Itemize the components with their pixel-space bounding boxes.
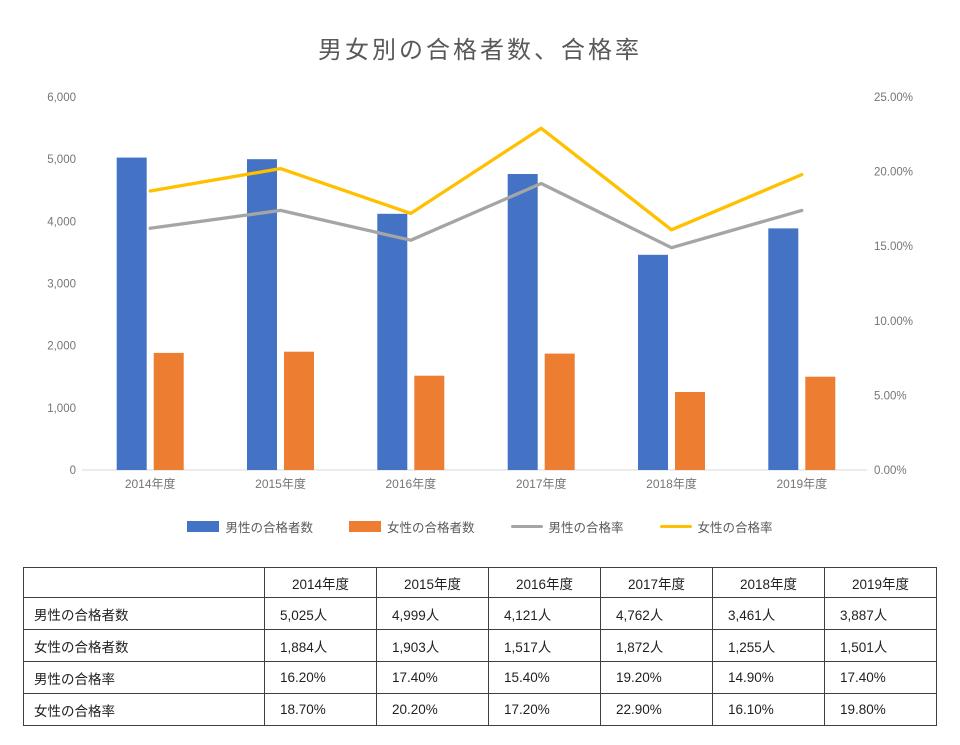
bar-男性の合格者数 [247,159,277,470]
table-cell: 17.40% [824,661,937,694]
table-cell: 1,903人 [376,629,489,662]
chart-legend: 男性の合格者数 女性の合格者数 男性の合格率 女性の合格率 [0,517,960,536]
table-cell: 4,999人 [376,597,489,630]
legend-swatch-line-icon [659,524,692,529]
right-axis-tick-label: 25.00% [874,92,913,104]
table-row-label: 男性の合格者数 [23,597,265,630]
legend-label: 男性の合格率 [548,521,624,535]
left-axis-tick-label: 0 [70,465,76,477]
left-axis-tick-label: 4,000 [47,216,76,228]
table-cell: 1,872人 [600,629,713,662]
legend-swatch-bar-icon [348,521,381,532]
table-row: 男性の合格者数 5,025人 4,999人 4,121人 4,762人 3,461人 3,8… [23,597,937,630]
bar-男性の合格者数 [768,228,799,470]
table-row-label: 女性の合格率 [23,693,265,726]
table-header-cell: 2014年度 [264,567,377,598]
legend-label: 男性の合格者数 [225,521,313,535]
table-body: 男性の合格者数 5,025人 4,999人 4,121人 4,762人 3,461人 3,8… [23,597,937,726]
bar-男性の合格者数 [377,213,408,471]
left-axis-tick-label: 2,000 [47,341,76,353]
right-axis-tick-label: 0.00% [874,465,907,477]
data-table: 2014年度 2015年度 2016年度 2017年度 2018年度 2019年度 男性の… [23,567,937,726]
legend-item-男性の合格者数: 男性の合格者数 [187,517,313,536]
bar-女性の合格者数 [284,351,314,470]
table-header-cell: 2015年度 [376,567,489,598]
table-row-label: 女性の合格者数 [23,629,265,662]
table-header-cell: 2018年度 [712,567,825,598]
table-cell: 3,887人 [824,597,937,630]
legend-item-女性の合格率: 女性の合格率 [659,517,773,536]
bar-女性の合格者数 [675,392,705,470]
left-axis-tick-label: 5,000 [47,154,76,166]
table-cell: 17.20% [488,693,601,726]
legend-label: 女性の合格者数 [386,521,475,535]
bar-女性の合格者数 [544,353,575,470]
right-axis-tick-label: 15.00% [874,241,913,253]
x-axis-category-label: 2019年度 [776,476,827,491]
table-cell: 19.20% [600,661,713,694]
x-axis-category-label: 2018年度 [646,476,697,491]
left-axis-tick-label: 6,000 [47,92,76,104]
table-header-cell: 2017年度 [600,567,713,598]
table-row-label: 男性の合格率 [23,661,265,694]
x-axis-category-label: 2014年度 [125,476,176,491]
legend-item-女性の合格者数: 女性の合格者数 [348,517,475,536]
table-cell: 1,501人 [824,629,937,662]
line-男性の合格率 [148,181,804,250]
bar-男性の合格者数 [638,254,668,470]
table-header-cell: 2019年度 [824,567,937,598]
table-cell: 3,461人 [712,597,825,630]
x-axis-category-label: 2015年度 [255,476,306,491]
chart-title: 男女別の合格者数、合格率 [318,37,642,64]
table-cell: 16.10% [712,693,825,726]
table-cell: 5,025人 [264,597,377,630]
x-axis-category-label: 2017年度 [516,476,567,491]
legend-item-男性の合格率: 男性の合格率 [510,517,624,536]
bar-男性の合格者数 [116,157,147,470]
table-cell: 4,121人 [488,597,601,630]
table-cell: 1,884人 [264,629,377,662]
table-cell: 14.90% [712,661,825,694]
right-axis-tick-label: 10.00% [874,316,913,328]
table-header-row: 2014年度 2015年度 2016年度 2017年度 2018年度 2019年度 [23,567,937,598]
left-axis-tick-label: 3,000 [47,279,76,291]
table-row: 男性の合格率 16.20% 17.40% 15.40% 19.20% 14.90% 17.4… [23,661,937,694]
table-row: 女性の合格者数 1,884人 1,903人 1,517人 1,872人 1,255人 1,5… [23,629,937,662]
x-axis-category-label: 2016年度 [385,476,436,491]
line-女性の合格率 [148,126,804,232]
bar-男性の合格者数 [507,174,538,470]
legend-swatch-bar-icon [187,521,220,532]
table-header-cell [23,567,265,598]
table-cell: 20.20% [376,693,489,726]
table-cell: 16.20% [264,661,377,694]
table-cell: 19.80% [824,693,937,726]
legend-swatch-line-icon [510,524,543,529]
bar-女性の合格者数 [414,375,445,470]
table-cell: 4,762人 [600,597,713,630]
table-cell: 1,255人 [712,629,825,662]
legend-label: 女性の合格率 [697,521,773,535]
table-cell: 17.40% [376,661,489,694]
bar-女性の合格者数 [805,376,836,470]
table-head: 2014年度 2015年度 2016年度 2017年度 2018年度 2019年度 [23,567,937,598]
right-axis-tick-label: 5.00% [874,390,907,402]
combo-chart: 0 1,000 2,000 3,000 4,000 5,000 6,000 0.00% 5.00… [47,92,913,491]
bar-女性の合格者数 [153,352,184,470]
table-cell: 15.40% [488,661,601,694]
table-row: 女性の合格率 18.70% 20.20% 17.20% 22.90% 16.10% 19.8… [23,693,937,726]
right-axis-tick-label: 20.00% [874,167,913,179]
table-cell: 1,517人 [488,629,601,662]
left-axis-tick-label: 1,000 [47,403,76,415]
table-cell: 22.90% [600,693,713,726]
table-header-cell: 2016年度 [488,567,601,598]
table-cell: 18.70% [264,693,377,726]
